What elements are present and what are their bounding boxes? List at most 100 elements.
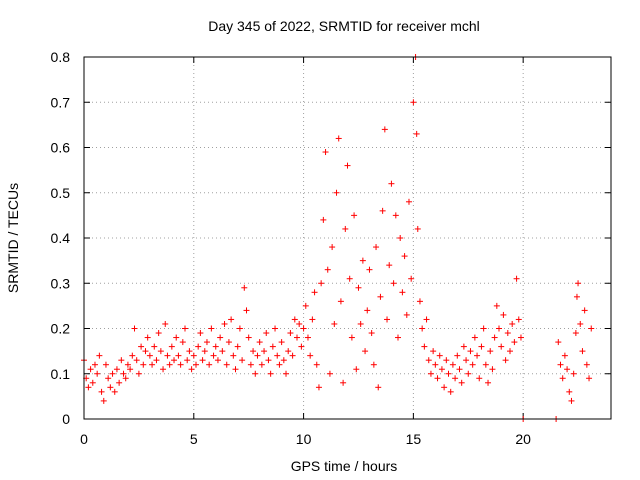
data-point [160, 366, 167, 373]
data-point [364, 307, 371, 314]
data-point [124, 361, 131, 368]
y-tick-label: 0.2 [51, 321, 71, 337]
data-point [140, 361, 147, 368]
data-point [480, 325, 487, 332]
data-point [416, 298, 423, 305]
data-point [241, 284, 248, 291]
data-point [245, 334, 252, 341]
data-point [366, 266, 373, 273]
data-point [318, 280, 325, 287]
data-point [447, 388, 454, 395]
data-point [557, 361, 564, 368]
data-point [414, 225, 421, 232]
data-point [199, 357, 206, 364]
data-point [298, 343, 305, 350]
data-point [467, 348, 474, 355]
data-point [395, 334, 402, 341]
data-point [572, 330, 579, 337]
data-point [445, 370, 452, 377]
data-point [465, 370, 472, 377]
data-point [489, 366, 496, 373]
grid-lines [84, 57, 611, 419]
data-point [432, 361, 439, 368]
data-point [258, 361, 265, 368]
data-point [276, 361, 283, 368]
data-point [280, 357, 287, 364]
data-point [272, 325, 279, 332]
data-point [570, 370, 577, 377]
data-point [335, 135, 342, 142]
data-point [573, 293, 580, 300]
data-point [133, 357, 140, 364]
data-point [509, 320, 516, 327]
data-point [296, 320, 303, 327]
y-tick-label: 0.7 [51, 94, 71, 110]
data-point [373, 244, 380, 251]
data-point [89, 379, 96, 386]
y-tick-label: 0.6 [51, 140, 71, 156]
data-point [210, 352, 217, 359]
data-point [436, 352, 443, 359]
data-point [474, 352, 481, 359]
data-point [575, 280, 582, 287]
data-point [120, 370, 127, 377]
data-point [302, 302, 309, 309]
data-point [261, 348, 268, 355]
data-point [517, 334, 524, 341]
data-point [100, 397, 107, 404]
data-point [368, 330, 375, 337]
data-point [493, 302, 500, 309]
data-point [577, 320, 584, 327]
data-point [153, 357, 160, 364]
data-point [239, 357, 246, 364]
data-point [236, 325, 243, 332]
data-point [384, 316, 391, 323]
x-tick-label: 0 [80, 431, 88, 447]
data-point [564, 366, 571, 373]
data-point [583, 361, 590, 368]
data-point [182, 325, 189, 332]
data-point [186, 348, 193, 355]
data-point [471, 334, 478, 341]
data-point [221, 320, 228, 327]
data-point [164, 352, 171, 359]
data-point [506, 348, 513, 355]
data-point [250, 348, 257, 355]
data-point [423, 316, 430, 323]
data-point [102, 361, 109, 368]
data-point [85, 384, 92, 391]
data-point [118, 357, 125, 364]
data-point [208, 325, 215, 332]
data-point [410, 99, 417, 106]
data-point [333, 189, 340, 196]
data-point [155, 330, 162, 337]
data-point [392, 212, 399, 219]
data-point [379, 207, 386, 214]
data-point [225, 339, 232, 346]
data-point [482, 361, 489, 368]
data-point [212, 343, 219, 350]
data-point [513, 275, 520, 282]
data-point [116, 379, 123, 386]
data-point [430, 348, 437, 355]
data-point [390, 280, 397, 287]
data-point [421, 343, 428, 350]
data-point [300, 325, 307, 332]
data-point [219, 348, 226, 355]
data-point [496, 325, 503, 332]
data-point [311, 289, 318, 296]
data-point [502, 357, 509, 364]
data-point [388, 180, 395, 187]
data-point [449, 361, 456, 368]
data-point [291, 316, 298, 323]
y-tick-label: 0.5 [51, 185, 71, 201]
data-point [177, 361, 184, 368]
data-point [460, 343, 467, 350]
data-point [166, 361, 173, 368]
data-point [171, 357, 178, 364]
data-point [94, 370, 101, 377]
axis-ticks: 0 0.1 0.2 0.3 0.4 0.5 0.6 0.7 0.8 0 5 10 15 20 [51, 49, 611, 447]
x-axis-label: GPS time / hours [291, 458, 398, 474]
